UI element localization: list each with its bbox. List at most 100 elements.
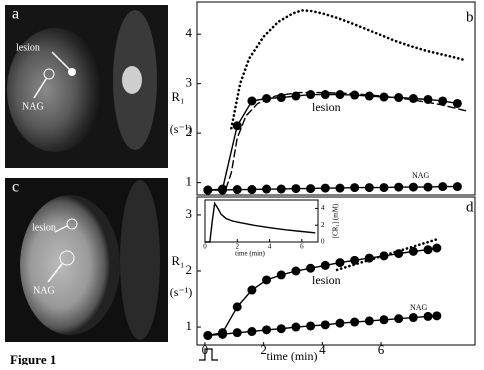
data-point <box>262 94 271 103</box>
data-point <box>394 249 403 258</box>
x-tick-label: 4 <box>268 243 272 251</box>
y-tick-label: 1 <box>186 174 193 189</box>
x-tick-label: 0 <box>203 243 207 251</box>
series-line <box>337 238 440 269</box>
y-tick-label: 0 <box>321 238 325 246</box>
annotation: lesion <box>16 42 40 53</box>
data-point <box>306 264 315 273</box>
data-point <box>277 185 286 194</box>
data-point <box>233 302 242 311</box>
data-point <box>306 321 315 330</box>
data-point <box>247 286 256 295</box>
data-point <box>409 183 418 192</box>
x-tick-label: 0 <box>202 342 209 357</box>
y-tick-label: 2 <box>321 221 325 229</box>
data-point <box>335 258 344 267</box>
data-point <box>335 319 344 328</box>
data-point <box>233 328 242 337</box>
data-point <box>424 183 433 192</box>
data-point <box>335 184 344 193</box>
annotation: NAG <box>412 171 430 180</box>
annotation: lesion <box>312 100 341 114</box>
y-axis-label: R₁ <box>171 253 184 268</box>
data-point <box>233 185 242 194</box>
y-axis-unit: (s⁻¹) <box>170 285 193 299</box>
data-point <box>379 251 388 260</box>
annotation: lesion <box>312 273 341 287</box>
x-axis-label: time (min) <box>267 349 318 363</box>
data-point <box>424 245 433 254</box>
figure: a lesion NAG c lesion NAG Figure 1 1234b… <box>0 0 484 365</box>
mri-image-c: c lesion NAG <box>5 178 168 342</box>
data-point <box>247 327 256 336</box>
data-point <box>335 90 344 99</box>
data-point <box>350 91 359 100</box>
data-point <box>277 270 286 279</box>
plot-frame <box>205 200 318 242</box>
y-tick-label: 3 <box>186 75 193 90</box>
data-point <box>379 93 388 102</box>
data-point <box>409 247 418 256</box>
data-point <box>291 92 300 101</box>
data-point <box>291 323 300 332</box>
data-point <box>291 184 300 193</box>
data-point <box>379 183 388 192</box>
data-point <box>409 313 418 322</box>
data-point <box>306 184 315 193</box>
y-tick-label: 3 <box>186 206 193 221</box>
data-point <box>350 256 359 265</box>
data-point <box>424 95 433 104</box>
data-point <box>233 121 242 130</box>
series-line <box>231 10 466 128</box>
series-line <box>208 187 458 190</box>
data-point <box>262 185 271 194</box>
data-point <box>262 325 271 334</box>
annotation: NAG <box>33 285 55 296</box>
y-axis-label: [CR₁] (mM) <box>332 203 340 238</box>
data-point <box>321 90 330 99</box>
data-point <box>277 324 286 333</box>
data-point <box>262 275 271 284</box>
annotation: lesion <box>32 222 56 233</box>
data-point <box>218 186 227 195</box>
data-point <box>306 90 315 99</box>
data-point <box>218 330 227 339</box>
x-tick-label: 6 <box>378 342 385 357</box>
data-point <box>394 314 403 323</box>
y-tick-label: 4 <box>186 25 193 40</box>
data-point <box>365 254 374 263</box>
data-point <box>365 316 374 325</box>
data-point <box>432 311 441 320</box>
data-point <box>291 267 300 276</box>
data-point <box>409 94 418 103</box>
annotation: NAG <box>22 101 44 112</box>
data-point <box>394 183 403 192</box>
mri-image-a: a lesion NAG <box>5 5 168 168</box>
annotation: NAG <box>410 303 428 312</box>
y-tick-label: 4 <box>321 204 325 212</box>
caption: Figure 1 <box>10 352 56 365</box>
x-axis-label: time (min) <box>235 250 265 258</box>
panel-label: d <box>466 199 474 215</box>
data-point <box>203 331 212 340</box>
panel-label: c <box>12 179 19 196</box>
data-point <box>438 182 447 191</box>
data-point <box>247 185 256 194</box>
y-axis-unit: (s⁻¹) <box>170 122 193 136</box>
y-tick-label: 1 <box>186 318 193 333</box>
data-point <box>365 92 374 101</box>
data-point <box>247 96 256 105</box>
data-point <box>432 244 441 253</box>
panel-label: a <box>12 6 19 23</box>
data-point <box>203 186 212 195</box>
data-point <box>277 93 286 102</box>
data-point <box>453 99 462 108</box>
data-point <box>321 320 330 329</box>
data-point <box>424 312 433 321</box>
data-point <box>321 261 330 270</box>
x-tick-label: 6 <box>300 243 304 251</box>
plot-frame <box>197 2 475 195</box>
y-axis-label: R₁ <box>171 89 184 104</box>
x-tick-label: 4 <box>319 342 326 357</box>
data-point <box>321 184 330 193</box>
